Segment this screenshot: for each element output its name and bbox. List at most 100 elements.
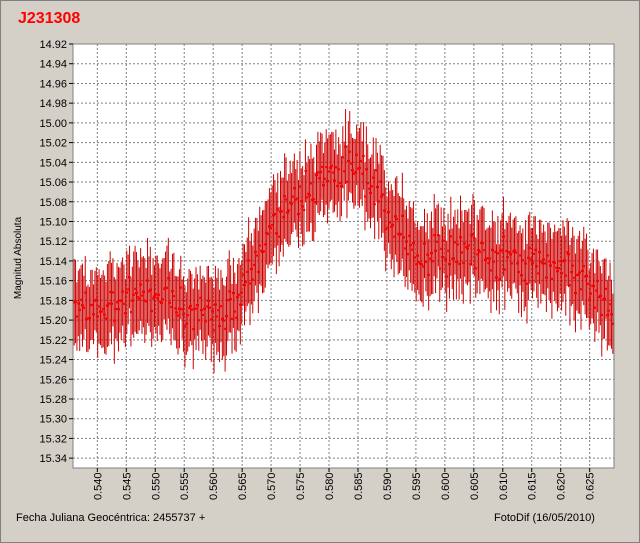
data-point bbox=[347, 159, 350, 163]
chart-title: J231308 bbox=[18, 10, 81, 27]
data-point bbox=[519, 254, 522, 257]
data-point bbox=[150, 309, 153, 313]
data-point bbox=[329, 166, 332, 169]
data-point bbox=[141, 294, 144, 297]
data-point bbox=[154, 293, 158, 296]
data-point bbox=[214, 303, 217, 306]
data-point bbox=[581, 269, 584, 272]
data-point bbox=[415, 263, 418, 266]
data-point bbox=[546, 254, 549, 257]
data-point bbox=[215, 315, 218, 318]
data-point bbox=[492, 260, 495, 263]
data-point bbox=[185, 322, 188, 325]
data-point bbox=[559, 259, 562, 263]
data-point bbox=[406, 253, 410, 256]
data-point bbox=[246, 270, 249, 274]
data-point bbox=[117, 308, 120, 311]
data-point bbox=[229, 298, 232, 301]
x-tick-label: 0.540 bbox=[92, 472, 104, 500]
data-point bbox=[138, 297, 141, 301]
data-point bbox=[570, 270, 573, 274]
data-point bbox=[255, 254, 259, 257]
data-point bbox=[164, 287, 167, 290]
data-point bbox=[170, 305, 173, 309]
data-point bbox=[114, 307, 117, 311]
data-point bbox=[159, 300, 162, 303]
data-point bbox=[203, 307, 206, 310]
data-point bbox=[279, 210, 282, 213]
data-point bbox=[390, 225, 393, 228]
data-point bbox=[99, 310, 102, 313]
data-point bbox=[297, 213, 300, 216]
data-point bbox=[323, 177, 327, 180]
data-point bbox=[282, 216, 285, 219]
data-point bbox=[359, 159, 363, 163]
data-point bbox=[465, 245, 468, 248]
data-point bbox=[125, 291, 128, 294]
x-tick-label: 0.555 bbox=[179, 472, 191, 500]
data-point bbox=[404, 247, 407, 250]
data-point bbox=[350, 162, 353, 165]
data-point bbox=[95, 298, 98, 302]
data-point bbox=[327, 170, 331, 173]
x-tick-label: 0.615 bbox=[527, 472, 539, 500]
data-point bbox=[445, 275, 448, 278]
data-point bbox=[527, 256, 530, 259]
data-point bbox=[135, 291, 138, 295]
y-tick-label: 15.00 bbox=[39, 118, 67, 130]
data-point bbox=[98, 305, 101, 308]
data-point bbox=[567, 253, 570, 256]
data-point bbox=[111, 291, 115, 294]
data-point bbox=[236, 296, 239, 299]
data-point bbox=[478, 250, 482, 253]
data-point bbox=[273, 212, 277, 216]
data-point bbox=[253, 263, 256, 267]
data-point bbox=[545, 276, 548, 279]
data-point bbox=[132, 293, 135, 296]
data-point bbox=[564, 274, 567, 277]
data-point bbox=[316, 171, 320, 174]
data-point bbox=[584, 275, 587, 278]
data-point bbox=[592, 285, 595, 288]
data-point bbox=[287, 209, 291, 212]
x-tick-label: 0.585 bbox=[353, 472, 365, 500]
data-point bbox=[481, 242, 484, 245]
data-point bbox=[268, 225, 271, 228]
data-point bbox=[483, 248, 486, 252]
data-point bbox=[610, 313, 613, 316]
data-point bbox=[491, 248, 494, 252]
data-point bbox=[200, 309, 203, 312]
data-point bbox=[340, 185, 343, 188]
data-point bbox=[429, 257, 432, 260]
data-point bbox=[459, 236, 462, 239]
data-point bbox=[139, 283, 142, 286]
data-point bbox=[438, 267, 441, 270]
data-point bbox=[603, 297, 606, 300]
data-point bbox=[535, 265, 538, 268]
data-point bbox=[514, 251, 518, 254]
data-point bbox=[352, 172, 356, 175]
data-point bbox=[499, 249, 502, 252]
data-point bbox=[525, 282, 529, 285]
data-point bbox=[89, 303, 92, 307]
data-point bbox=[379, 180, 382, 183]
data-point bbox=[207, 299, 210, 302]
data-point bbox=[456, 243, 459, 246]
data-point bbox=[290, 202, 293, 205]
data-point bbox=[563, 259, 566, 262]
data-point bbox=[528, 246, 531, 250]
data-point bbox=[595, 289, 598, 292]
data-point bbox=[561, 260, 565, 263]
data-point bbox=[394, 215, 397, 218]
data-point bbox=[204, 320, 207, 323]
data-point bbox=[225, 315, 228, 318]
data-point bbox=[84, 291, 87, 294]
data-point bbox=[116, 301, 119, 304]
data-point bbox=[498, 278, 501, 281]
data-point bbox=[294, 198, 297, 201]
data-point bbox=[208, 306, 212, 309]
data-point bbox=[129, 310, 133, 314]
data-point bbox=[431, 260, 435, 263]
data-point bbox=[118, 299, 122, 302]
